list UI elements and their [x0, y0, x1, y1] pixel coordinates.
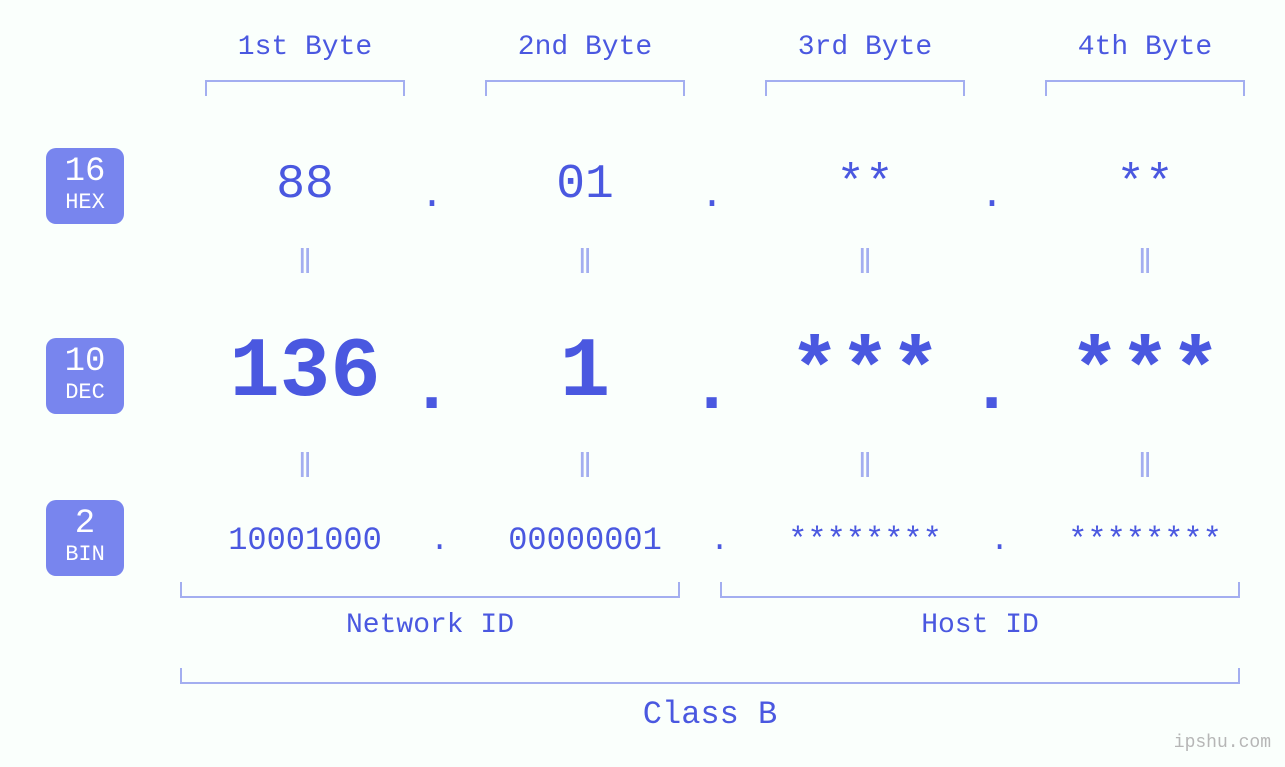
- bin-byte-1: 10001000: [175, 522, 435, 559]
- byte-label-4: 4th Byte: [1045, 32, 1245, 63]
- byte-label-1: 1st Byte: [205, 32, 405, 63]
- eq-1-4: ǁ: [1015, 246, 1275, 284]
- badge-dec: 10 DEC: [46, 338, 124, 414]
- hex-byte-2: 01: [455, 158, 715, 212]
- host-bracket: [720, 582, 1240, 598]
- class-bracket: [180, 668, 1240, 684]
- dec-dot-3: .: [970, 348, 1013, 430]
- byte-bracket-2: [485, 80, 685, 96]
- eq-1-1: ǁ: [175, 246, 435, 284]
- dec-byte-3: ***: [735, 326, 995, 421]
- badge-hex-abbr: HEX: [46, 191, 124, 215]
- dec-byte-4: ***: [1015, 326, 1275, 421]
- hex-byte-1: 88: [175, 158, 435, 212]
- eq-1-3: ǁ: [735, 246, 995, 284]
- hex-dot-2: .: [700, 174, 724, 219]
- hex-dot-1: .: [420, 174, 444, 219]
- eq-2-2: ǁ: [455, 450, 715, 488]
- bin-dot-1: .: [430, 522, 449, 559]
- watermark: ipshu.com: [1174, 733, 1271, 753]
- byte-label-2: 2nd Byte: [485, 32, 685, 63]
- hex-byte-3: **: [735, 158, 995, 212]
- byte-bracket-3: [765, 80, 965, 96]
- eq-2-1: ǁ: [175, 450, 435, 488]
- host-id-label: Host ID: [720, 610, 1240, 641]
- badge-bin-abbr: BIN: [46, 543, 124, 567]
- badge-hex: 16 HEX: [46, 148, 124, 224]
- dec-dot-1: .: [410, 348, 453, 430]
- eq-2-3: ǁ: [735, 450, 995, 488]
- network-id-label: Network ID: [180, 610, 680, 641]
- badge-dec-abbr: DEC: [46, 381, 124, 405]
- dec-byte-1: 136: [175, 326, 435, 421]
- bin-byte-2: 00000001: [455, 522, 715, 559]
- eq-2-4: ǁ: [1015, 450, 1275, 488]
- bin-byte-4: ********: [1015, 522, 1275, 559]
- badge-bin: 2 BIN: [46, 500, 124, 576]
- byte-bracket-1: [205, 80, 405, 96]
- byte-label-3: 3rd Byte: [765, 32, 965, 63]
- badge-bin-num: 2: [46, 506, 124, 543]
- hex-byte-4: **: [1015, 158, 1275, 212]
- bin-dot-3: .: [990, 522, 1009, 559]
- bin-byte-3: ********: [735, 522, 995, 559]
- eq-1-2: ǁ: [455, 246, 715, 284]
- class-label: Class B: [180, 696, 1240, 733]
- dec-dot-2: .: [690, 348, 733, 430]
- badge-hex-num: 16: [46, 154, 124, 191]
- byte-bracket-4: [1045, 80, 1245, 96]
- dec-byte-2: 1: [455, 326, 715, 421]
- badge-dec-num: 10: [46, 344, 124, 381]
- bin-dot-2: .: [710, 522, 729, 559]
- hex-dot-3: .: [980, 174, 1004, 219]
- network-bracket: [180, 582, 680, 598]
